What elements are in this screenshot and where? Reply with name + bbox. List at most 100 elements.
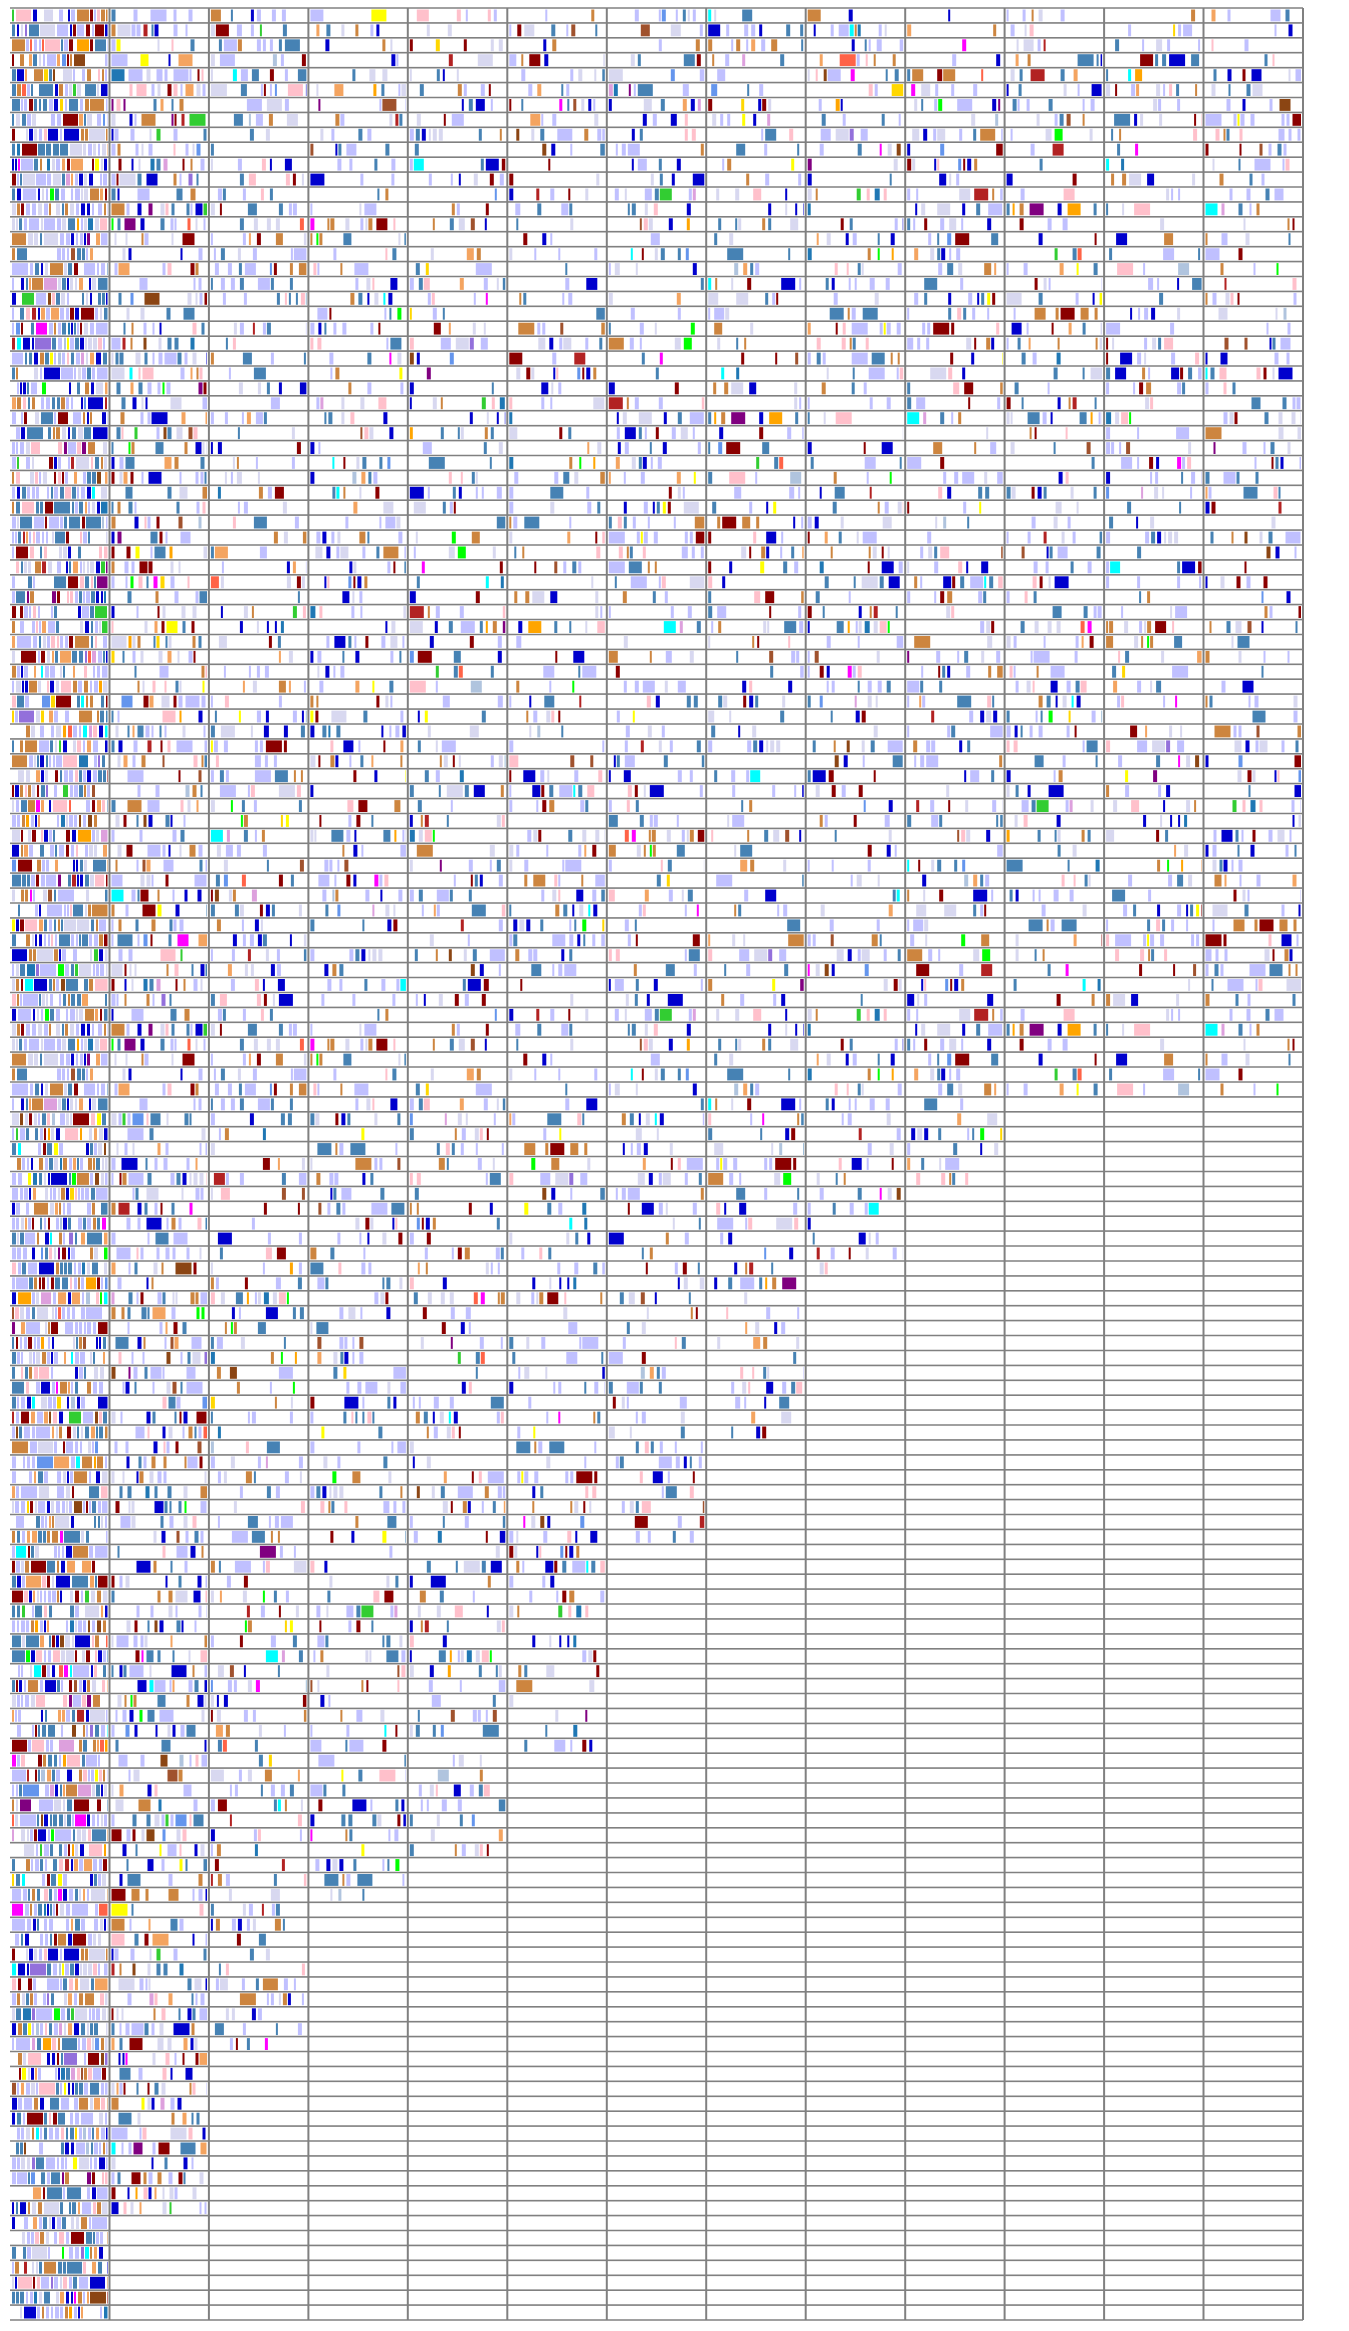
stripe-mark [907, 650, 910, 663]
stripe-mark [77, 486, 79, 499]
stripe-mark [820, 128, 831, 141]
stripe-mark [1237, 113, 1240, 126]
stripe-mark [77, 1068, 81, 1081]
stripe-mark [192, 785, 197, 797]
stripe-mark [448, 949, 452, 962]
stripe-mark [20, 740, 23, 753]
stripe-mark [1067, 1023, 1081, 1036]
stripe-mark [1256, 874, 1261, 887]
stripe-mark [753, 1008, 762, 1021]
stripe-mark [912, 69, 924, 82]
stripe-mark [100, 173, 102, 186]
stripe-mark [36, 710, 40, 723]
stripe-mark [1198, 248, 1201, 261]
stripe-mark [160, 576, 165, 589]
stripe-mark [907, 1038, 911, 1051]
stripe-mark [1145, 725, 1148, 738]
stripe-mark [1297, 128, 1301, 141]
stripe-mark [76, 934, 78, 947]
stripe-mark [907, 815, 912, 827]
stripe-mark [1238, 755, 1243, 768]
stripe-mark [173, 143, 176, 156]
stripe-mark [638, 1113, 641, 1126]
stripe-mark [533, 829, 538, 842]
stripe-mark [899, 367, 904, 380]
stripe-mark [271, 9, 276, 22]
stripe-mark [173, 695, 177, 708]
stripe-mark [1032, 680, 1035, 693]
stripe-mark [830, 546, 833, 559]
stripe-mark [280, 621, 284, 633]
stripe-mark [997, 844, 1003, 857]
stripe-mark [51, 307, 59, 320]
stripe-mark [1299, 457, 1301, 469]
stripe-mark [490, 755, 494, 768]
stripe-mark [216, 919, 221, 932]
stripe-mark [54, 486, 58, 499]
stripe-mark [1273, 486, 1278, 499]
stripe-mark [87, 69, 91, 82]
stripe-mark [201, 695, 206, 708]
stripe-mark [456, 69, 459, 82]
stripe-mark [382, 69, 388, 82]
stripe-mark [536, 188, 540, 201]
stripe-mark [1230, 292, 1234, 305]
stripe-mark [873, 725, 878, 738]
stripe-mark [90, 292, 92, 305]
stripe-mark [907, 561, 910, 574]
stripe-mark [353, 874, 357, 887]
stripe-mark [418, 1098, 423, 1111]
stripe-mark [1212, 904, 1228, 917]
stripe-mark [834, 486, 845, 499]
stripe-mark [814, 516, 819, 529]
stripe-mark [1006, 203, 1010, 216]
stripe-mark [1205, 1053, 1208, 1066]
stripe-mark [12, 397, 16, 410]
stripe-mark [754, 591, 761, 604]
stripe-mark [86, 24, 90, 37]
stripe-mark [118, 949, 123, 962]
stripe-mark [601, 889, 605, 902]
stripe-mark [947, 1053, 952, 1066]
stripe-mark [36, 322, 47, 335]
stripe-mark [96, 322, 108, 335]
stripe-mark [765, 173, 770, 186]
stripe-mark [802, 427, 804, 440]
stripe-mark [893, 979, 898, 991]
stripe-mark [1168, 531, 1173, 544]
stripe-mark [17, 516, 19, 529]
stripe-mark [769, 606, 772, 618]
stripe-mark [102, 621, 108, 633]
stripe-mark [721, 367, 725, 380]
stripe-mark [167, 650, 172, 663]
stripe-mark [60, 516, 63, 529]
stripe-mark [409, 815, 413, 827]
stripe-mark [435, 770, 440, 783]
stripe-mark [1072, 173, 1077, 186]
stripe-mark [877, 874, 880, 887]
stripe-mark [483, 979, 489, 991]
stripe-mark [1052, 606, 1062, 618]
stripe-mark [185, 84, 194, 96]
stripe-mark [385, 516, 396, 529]
stripe-mark [389, 427, 394, 440]
stripe-mark [324, 964, 329, 976]
stripe-mark [502, 278, 506, 290]
stripe-mark [203, 546, 207, 559]
stripe-mark [423, 994, 426, 1006]
stripe-mark [237, 501, 240, 514]
stripe-mark [574, 770, 579, 783]
stripe-mark [57, 24, 68, 37]
stripe-mark [373, 471, 378, 484]
stripe-mark [1018, 84, 1022, 96]
stripe-mark [540, 919, 544, 932]
stripe-mark [232, 516, 236, 529]
stripe-mark [490, 99, 493, 111]
stripe-mark [360, 606, 363, 618]
stripe-mark [1239, 143, 1242, 156]
stripe-mark [1268, 143, 1272, 156]
stripe-mark [303, 680, 306, 693]
stripe-mark [746, 964, 751, 976]
stripe-mark [163, 158, 168, 171]
stripe-mark [170, 397, 182, 410]
